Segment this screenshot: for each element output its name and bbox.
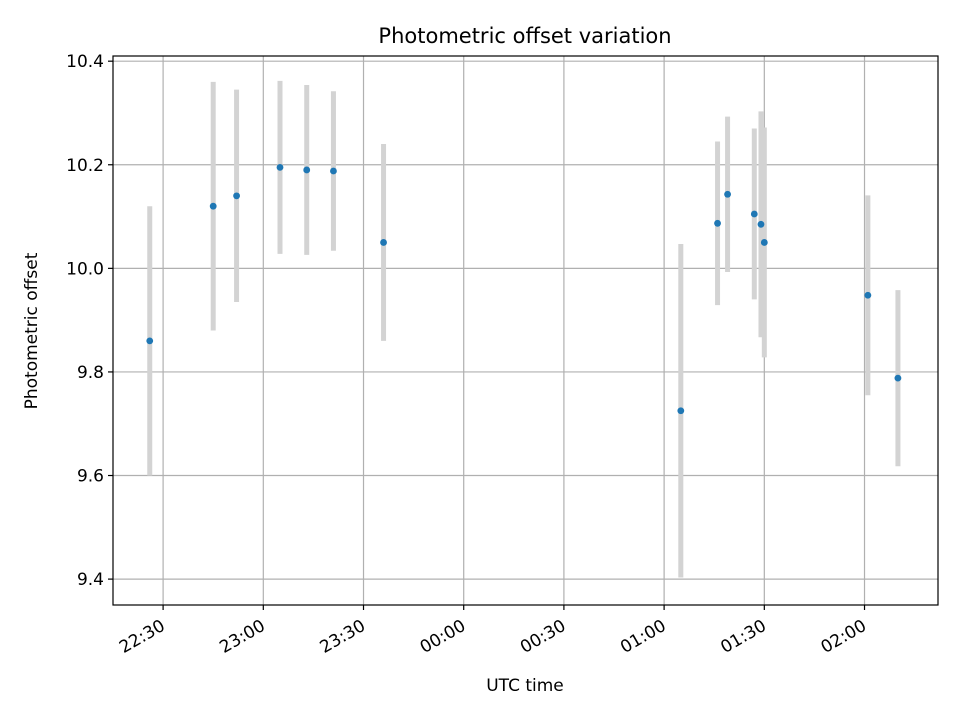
data-point xyxy=(146,337,154,345)
data-point xyxy=(330,167,337,175)
plot-frame xyxy=(112,55,939,606)
data-point xyxy=(380,239,387,246)
data-point xyxy=(303,166,311,174)
y-tick-label: 10.4 xyxy=(66,52,104,72)
chart-title: Photometric offset variation xyxy=(378,24,671,48)
data-point xyxy=(276,163,284,171)
y-tick-label: 9.4 xyxy=(77,570,104,590)
data-point xyxy=(750,210,758,218)
data-point xyxy=(894,374,902,382)
data-point xyxy=(714,219,721,227)
data-point xyxy=(724,190,731,198)
grid xyxy=(113,56,938,605)
y-tick-label: 9.8 xyxy=(77,363,104,383)
y-tick-label: 10.2 xyxy=(66,156,104,176)
data-point xyxy=(677,407,685,415)
x-axis-label: UTC time xyxy=(486,676,564,696)
data-points xyxy=(146,163,902,415)
data-point xyxy=(760,239,768,246)
data-point xyxy=(757,220,765,228)
y-tick-label: 9.6 xyxy=(77,467,104,487)
data-point xyxy=(864,291,872,299)
data-point xyxy=(233,192,240,200)
data-point xyxy=(209,202,217,210)
y-axis-label: Photometric offset xyxy=(22,252,42,409)
y-tick-label: 10.0 xyxy=(66,259,104,279)
